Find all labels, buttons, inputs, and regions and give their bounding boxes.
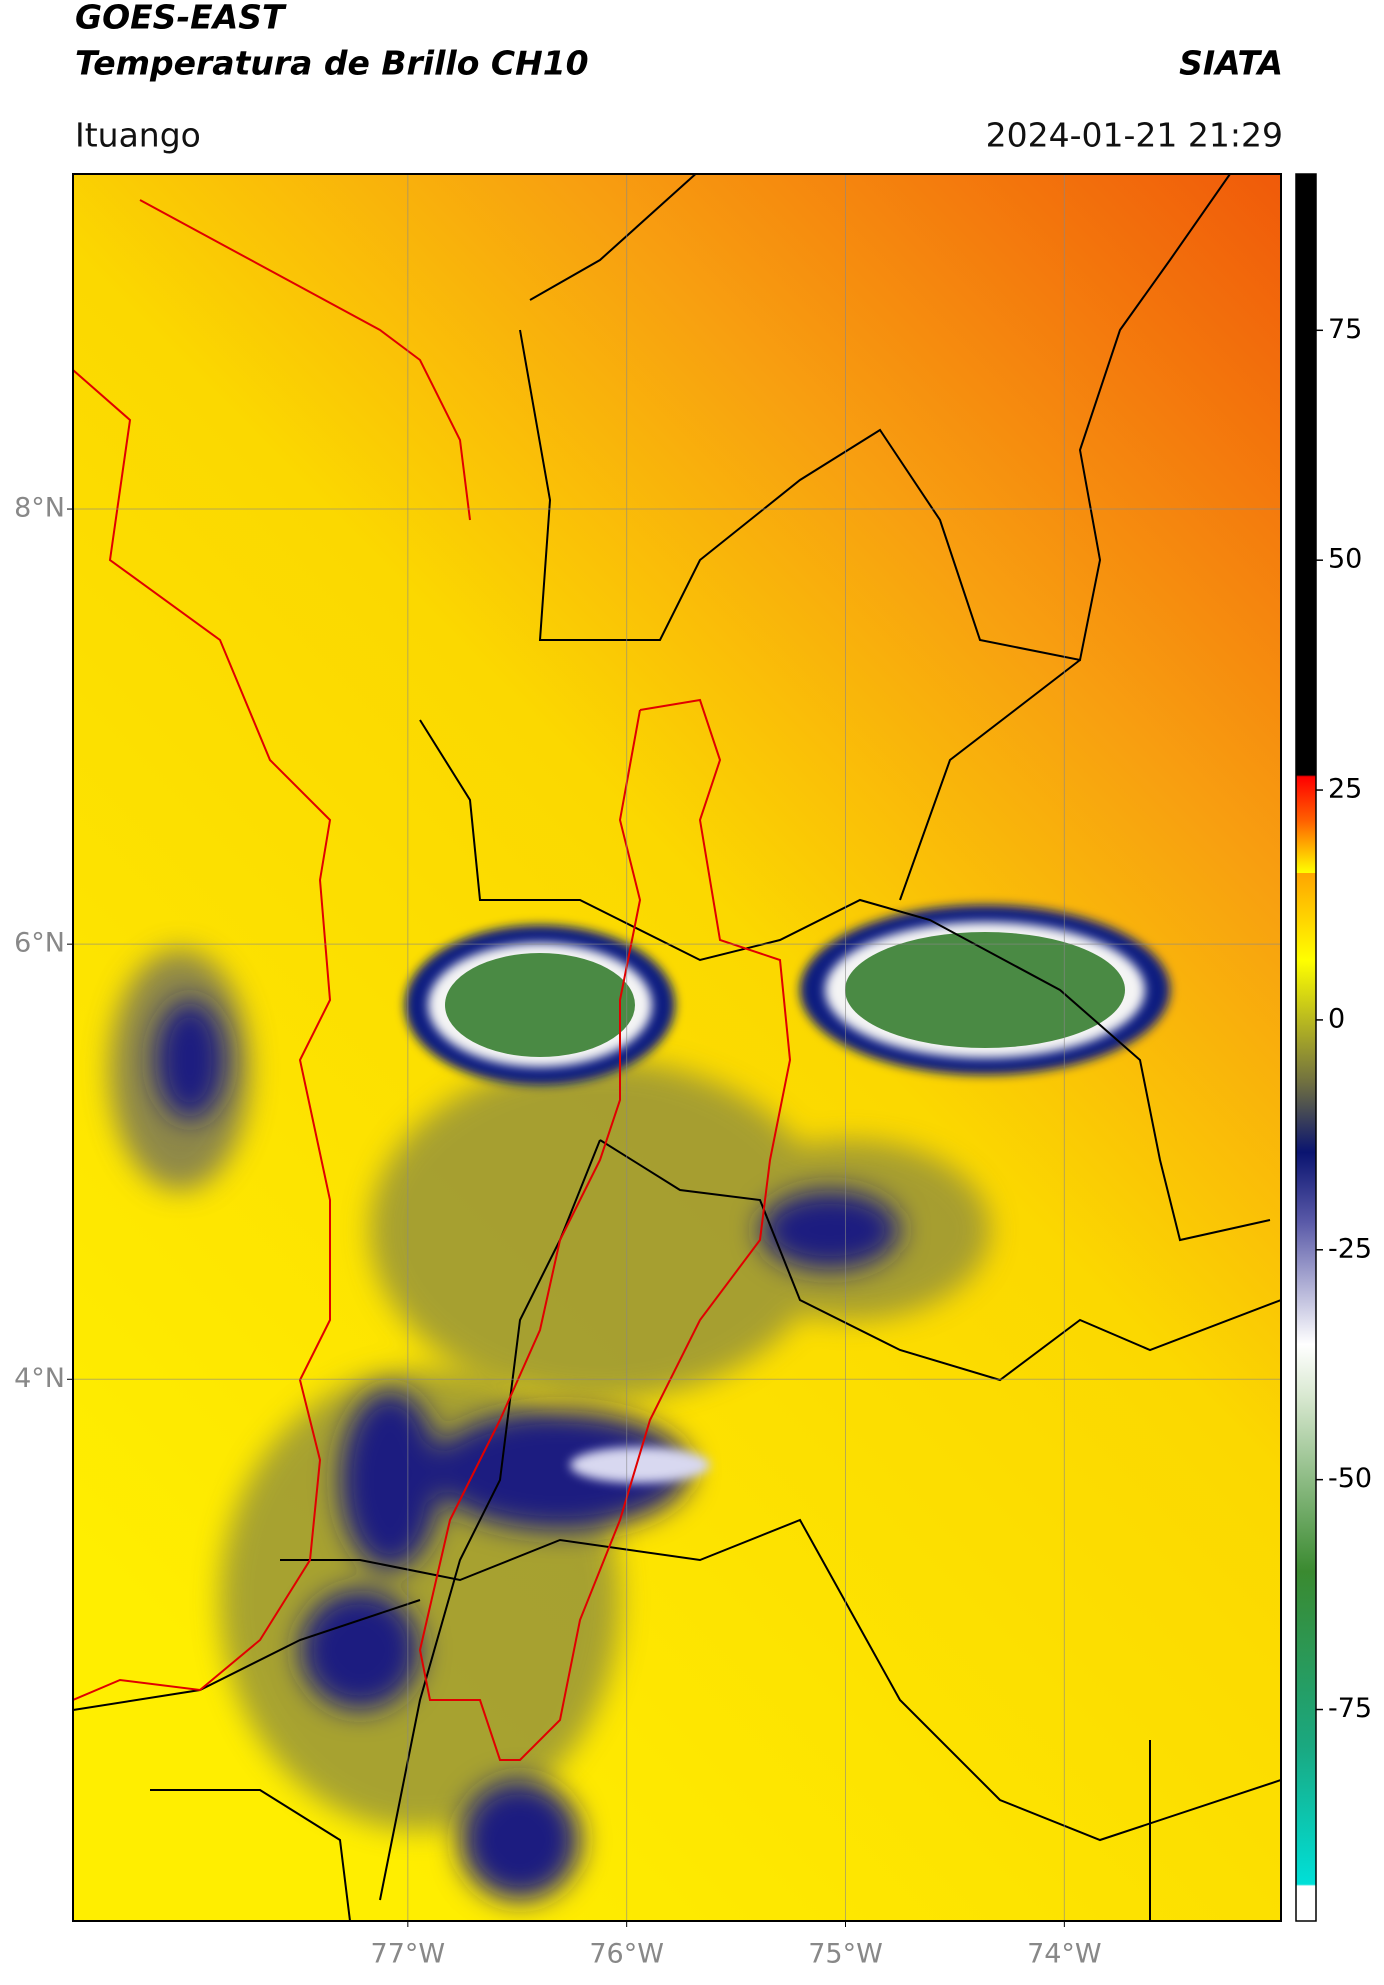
- lon-tick-label: 77°W: [371, 1939, 446, 1970]
- colorbar-label: -25: [1328, 1233, 1372, 1264]
- title: GOES-EAST: [75, 0, 287, 37]
- lat-tick-label: 8°N: [14, 493, 65, 524]
- lat-tick-label: 4°N: [14, 1363, 65, 1394]
- source: SIATA: [1179, 44, 1283, 83]
- map-frame: [72, 173, 1282, 1922]
- lon-tick-label: 76°W: [589, 1939, 664, 1970]
- lat-tick-label: 6°N: [14, 928, 65, 959]
- colorbar-label: 75: [1328, 314, 1362, 345]
- lon-tick-label: 75°W: [808, 1939, 883, 1970]
- timestamp: 2024-01-21 21:29: [986, 116, 1283, 155]
- graticule: [73, 174, 1281, 1921]
- imagery: [73, 174, 1281, 1921]
- colorbar: [1295, 173, 1317, 1922]
- colorbar-label: -75: [1328, 1693, 1372, 1724]
- location: Ituango: [75, 116, 201, 155]
- colorbar-label: 0: [1328, 1003, 1345, 1034]
- colorbar-label: -50: [1328, 1463, 1372, 1494]
- colorbar-label: 25: [1328, 774, 1362, 805]
- lon-tick-label: 74°W: [1027, 1939, 1102, 1970]
- subtitle: Temperatura de Brillo CH10: [75, 44, 589, 83]
- colorbar-label: 50: [1328, 544, 1362, 575]
